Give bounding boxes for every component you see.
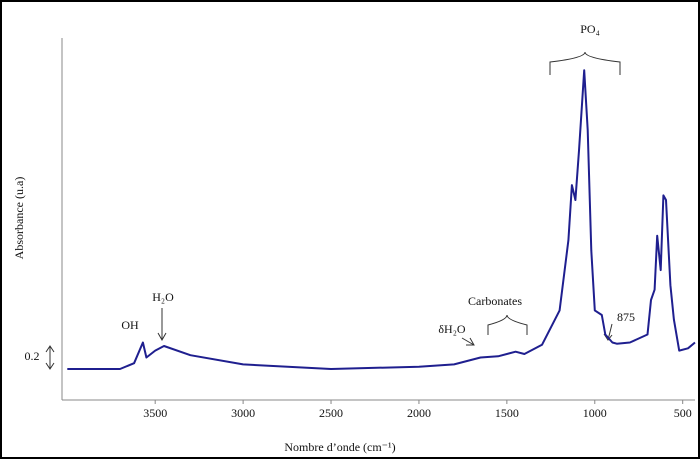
arrow (157, 308, 167, 342)
y-axis-label: Absorbance (u.a) (12, 177, 26, 260)
x-tick-label: 3000 (231, 406, 255, 420)
x-tick-label: 3500 (143, 406, 167, 420)
x-tick-label: 2500 (319, 406, 343, 420)
scale-bar-label: 0.2 (25, 349, 40, 363)
bracket (487, 314, 528, 335)
annotation: Carbonates (468, 294, 522, 308)
annotation: PO₄ (580, 22, 600, 36)
annotation-shapes (157, 51, 621, 346)
scale-bar (45, 345, 55, 370)
x-tick-label: 2000 (407, 406, 431, 420)
arrow (461, 337, 475, 346)
annotation: H₂O (152, 290, 174, 304)
spectrum-line (67, 69, 696, 370)
bracket (549, 51, 621, 75)
x-tick-label: 500 (674, 406, 692, 420)
annotation: OH (121, 318, 139, 332)
annotation: δH₂O (438, 322, 466, 336)
x-tick-label: 1000 (583, 406, 607, 420)
x-axis-label: Nombre d’onde (cm⁻¹) (284, 440, 395, 454)
x-tick-label: 1500 (495, 406, 519, 420)
annotation: 875 (617, 310, 635, 324)
